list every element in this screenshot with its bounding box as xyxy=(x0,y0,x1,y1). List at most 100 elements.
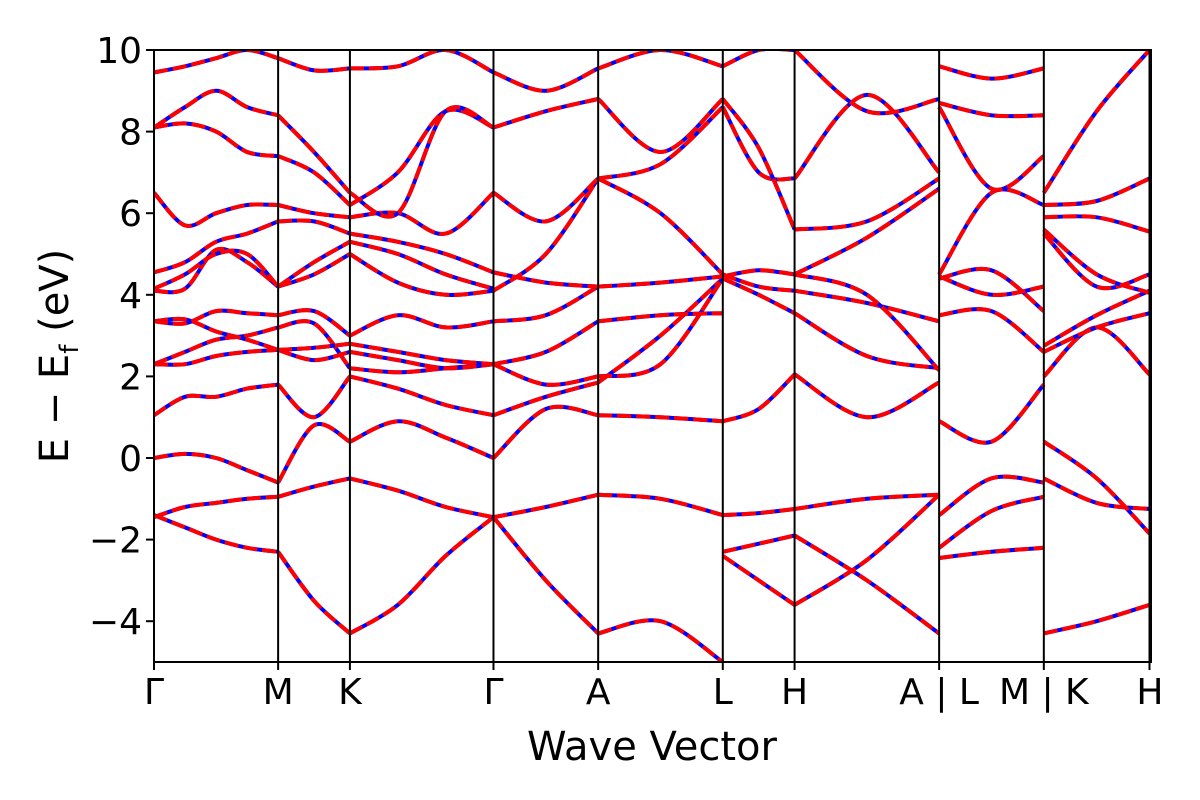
band-line-dashed-s5-b5 xyxy=(722,268,795,279)
y-tick-label-0: −4 xyxy=(89,602,142,643)
band-line-dashed-s1-b1 xyxy=(277,476,351,499)
band-line-dashed-s1-b5 xyxy=(277,347,351,363)
band-line-dashed-s6-b3 xyxy=(793,372,941,420)
y-axis-label-subscript: f xyxy=(55,344,85,354)
band-line-dashed-s2-b9 xyxy=(349,239,495,291)
y-tick-label-4: 4 xyxy=(119,276,142,317)
band-line-solid-s5-b7 xyxy=(721,106,795,182)
band-line-dashed-s0-b0 xyxy=(154,513,279,554)
kpoint-lines xyxy=(277,50,1151,662)
band-line-dashed-s4-b2 xyxy=(598,413,723,424)
band-line-dashed-s8-b7 xyxy=(1042,227,1151,295)
band-line-dashed-s0-b3 xyxy=(154,382,279,417)
band-line-dashed-s5-b0 xyxy=(722,533,796,554)
band-line-dashed-s3-b5 xyxy=(493,319,600,367)
band-line-dashed-s8-b0 xyxy=(1043,602,1151,636)
band-line-dashed-s6-b2 xyxy=(793,533,941,636)
band-line-dashed-s2-b10 xyxy=(349,231,495,275)
band-line-dashed-s0-b13 xyxy=(154,88,279,130)
band-line-solid-s6-b5 xyxy=(794,288,940,324)
band-line-solid-s0-b1 xyxy=(154,494,279,520)
band-line-dashed-s5-b7 xyxy=(721,106,795,182)
band-line-dashed-s6-b1 xyxy=(793,493,941,607)
x-tick-label-7: A | L xyxy=(899,672,979,713)
band-line-dashed-s8-b8 xyxy=(1043,214,1151,234)
band-line-dashed-s8-b1 xyxy=(1042,476,1150,511)
x-axis-label: Wave Vector xyxy=(527,724,778,770)
band-line-dashed-s7-b5 xyxy=(938,267,1046,313)
band-line-solid-s0-b3 xyxy=(154,382,279,417)
band-line-dashed-s1-b2 xyxy=(276,422,351,484)
x-tick-label-9: H xyxy=(1136,672,1163,713)
y-tick-label-3: 2 xyxy=(119,357,142,398)
band-line-dashed-s7-b1 xyxy=(937,494,1045,550)
band-line-dashed-s4-b10 xyxy=(597,50,724,71)
band-line-dashed-s7-b8 xyxy=(937,106,1046,192)
band-line-dashed-s4-b3 xyxy=(596,277,725,385)
band-line-solid-s3-b11 xyxy=(492,66,600,93)
x-tick-label-4: A xyxy=(586,672,611,713)
x-tick-label-2: K xyxy=(338,672,363,713)
band-line-dashed-s6-b10 xyxy=(793,50,940,116)
band-line-dashed-s3-b4 xyxy=(492,362,599,387)
band-line-dashed-s2-b12 xyxy=(348,107,495,207)
band-line-dashed-s3-b7 xyxy=(492,177,600,293)
x-tick-label-0: Γ xyxy=(144,672,164,713)
y-axis-label-main: E − E xyxy=(32,354,78,464)
band-line-dashed-s7-b9 xyxy=(938,101,1044,119)
band-line-dashed-s0-b11 xyxy=(154,191,279,228)
x-tick-label-3: Γ xyxy=(483,672,503,713)
band-line-dashed-s8-b4 xyxy=(1042,311,1151,354)
bands-layer xyxy=(154,50,1151,662)
band-line-solid-s7-b10 xyxy=(938,64,1045,81)
band-line-dashed-s0-b2 xyxy=(154,451,279,485)
band-line-dashed-s1-b14 xyxy=(277,56,351,73)
band-line-dashed-s2-b8 xyxy=(348,252,494,298)
band-line-solid-s7-b6 xyxy=(938,274,1045,297)
band-line-solid-s3-b4 xyxy=(492,362,599,387)
band-line-dashed-s3-b6 xyxy=(493,284,600,324)
band-line-dashed-s4-b0 xyxy=(597,618,724,662)
band-line-dashed-s0-b5 xyxy=(154,347,279,367)
band-line-dashed-s2-b0 xyxy=(348,515,495,636)
band-line-dashed-s1-b0 xyxy=(276,550,352,635)
band-line-dashed-s0-b6 xyxy=(154,316,279,352)
band-line-dashed-s7-b4 xyxy=(938,307,1046,354)
band-line-dashed-s1-b7 xyxy=(277,308,352,338)
y-tick-label-2: 0 xyxy=(119,439,142,480)
band-line-dashed-s1-b4 xyxy=(277,319,352,370)
band-line-dashed-s1-b12 xyxy=(277,154,352,207)
band-line-dashed-s7-b6 xyxy=(938,274,1045,297)
band-line-dashed-s8-b3 xyxy=(1042,325,1151,378)
y-axis-label: E − Ef (eV) xyxy=(32,249,85,464)
band-line-dashed-s3-b10 xyxy=(492,97,599,130)
band-line-dashed-s2-b6 xyxy=(349,341,494,367)
y-tick-label-5: 6 xyxy=(119,194,142,235)
band-line-dashed-s6-b9 xyxy=(793,92,941,180)
band-line-dashed-s0-b10 xyxy=(154,219,279,275)
band-line-solid-s1-b0 xyxy=(276,550,352,635)
band-line-solid-s7-b9 xyxy=(938,101,1044,119)
band-line-dashed-s3-b2 xyxy=(492,404,599,460)
band-line-solid-s7-b7 xyxy=(937,187,1045,276)
band-line-dashed-s1-b6 xyxy=(277,341,351,352)
band-line-dashed-s5-b4 xyxy=(721,276,796,315)
band-line-dashed-s5-b3 xyxy=(721,554,796,607)
band-line-dashed-s1-b8 xyxy=(277,252,351,289)
band-line-solid-s3-b1 xyxy=(493,492,599,520)
band-line-dashed-s6-b4 xyxy=(793,311,940,371)
band-line-dashed-s0-b1 xyxy=(154,494,279,520)
y-tick-label-6: 8 xyxy=(119,113,142,154)
band-line-dashed-s7-b2 xyxy=(937,474,1045,517)
band-line-dashed-s1-b11 xyxy=(277,203,351,220)
band-line-solid-s3-b2 xyxy=(492,404,599,460)
band-line-dashed-s2-b11 xyxy=(349,191,495,236)
band-line-dashed-s8-b6 xyxy=(1042,232,1151,291)
band-line-dashed-s3-b0 xyxy=(491,515,600,635)
band-line-dashed-s2-b3 xyxy=(349,374,494,418)
band-line-dashed-s6-b7 xyxy=(793,187,941,277)
band-line-dashed-s7-b7 xyxy=(937,187,1045,276)
band-line-dashed-s2-b7 xyxy=(349,313,494,338)
band-line-dashed-s1-b3 xyxy=(276,375,352,420)
band-line-solid-s8-b7 xyxy=(1042,227,1151,295)
